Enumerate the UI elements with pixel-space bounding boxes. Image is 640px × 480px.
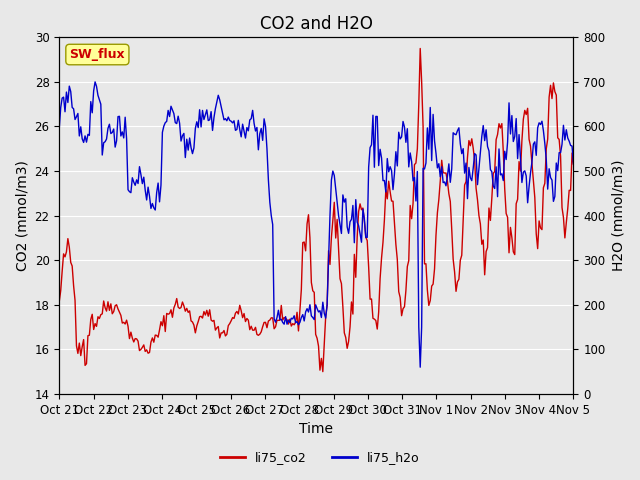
Y-axis label: CO2 (mmol/m3): CO2 (mmol/m3): [15, 160, 29, 271]
li75_co2: [280, 315, 288, 321]
li75_h2o: [544, 186, 552, 192]
li75_co2: [209, 318, 216, 324]
li75_co2: [544, 136, 552, 142]
li75_h2o: [570, 161, 577, 167]
li75_h2o: [92, 79, 99, 85]
li75_h2o: [282, 314, 289, 320]
Title: CO2 and H2O: CO2 and H2O: [260, 15, 373, 33]
Line: li75_h2o: li75_h2o: [60, 82, 573, 367]
Text: SW_flux: SW_flux: [70, 48, 125, 61]
li75_h2o: [210, 115, 218, 120]
li75_co2: [570, 161, 577, 167]
Line: li75_co2: li75_co2: [60, 48, 573, 372]
li75_h2o: [120, 135, 127, 141]
li75_h2o: [417, 364, 424, 370]
li75_co2: [56, 299, 63, 304]
li75_co2: [319, 369, 326, 374]
li75_co2: [417, 46, 424, 51]
li75_co2: [118, 320, 126, 326]
li75_co2: [226, 321, 234, 326]
li75_h2o: [56, 125, 63, 131]
li75_h2o: [236, 127, 244, 132]
X-axis label: Time: Time: [300, 422, 333, 436]
li75_h2o: [227, 119, 235, 124]
Y-axis label: H2O (mmol/m3): H2O (mmol/m3): [611, 160, 625, 271]
Legend: li75_co2, li75_h2o: li75_co2, li75_h2o: [215, 446, 425, 469]
li75_co2: [234, 311, 242, 317]
